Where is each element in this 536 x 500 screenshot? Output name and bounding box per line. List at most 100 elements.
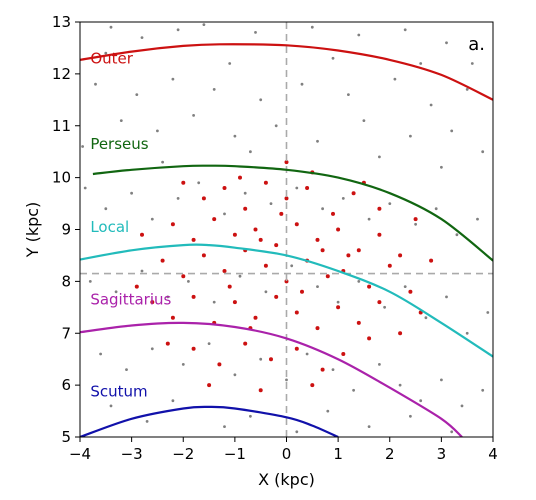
scatter-point <box>310 383 315 388</box>
scatter-point <box>253 227 258 232</box>
scatter-point <box>197 181 201 185</box>
scatter-point <box>377 206 382 211</box>
scatter-point <box>393 77 397 81</box>
scatter-point <box>295 186 299 190</box>
scatter-point <box>99 352 102 356</box>
scatter-point <box>450 129 454 133</box>
scatter-point <box>140 232 144 237</box>
scatter-point <box>279 211 284 216</box>
scatter-point <box>263 263 268 268</box>
scatter-point <box>294 222 299 227</box>
scatter-point <box>398 383 402 387</box>
scatter-point <box>165 341 170 346</box>
scatter-point <box>331 211 335 216</box>
scatter-point <box>321 207 324 211</box>
scatter-point <box>212 300 216 304</box>
scatter-point <box>243 206 248 211</box>
scatter-point <box>481 388 485 392</box>
scatter-point <box>351 191 356 196</box>
scatter-point <box>259 357 263 361</box>
scatter-point <box>222 269 227 273</box>
scatter-point <box>481 150 485 154</box>
scatter-point <box>367 217 371 221</box>
scatter-point <box>114 290 118 294</box>
x-tick-label: −1 <box>224 445 246 463</box>
arm-line-sagittarius <box>80 321 463 437</box>
scatter-point <box>263 180 268 185</box>
y-tick-label: 8 <box>61 272 71 290</box>
scatter-point <box>429 258 434 263</box>
scatter-point <box>352 388 355 392</box>
scatter-point <box>232 232 237 237</box>
scatter-point <box>367 425 371 428</box>
scatter-point <box>134 284 139 289</box>
scatter-point <box>269 202 273 206</box>
scatter-point <box>170 222 175 227</box>
scatter-point <box>300 82 304 86</box>
x-tick-label: −4 <box>69 445 91 463</box>
scatter-point <box>409 414 412 418</box>
scatter-point <box>331 368 335 371</box>
scatter-point <box>440 165 443 169</box>
scatter-point <box>320 248 325 253</box>
scatter-point <box>331 56 335 60</box>
scatter-point <box>264 290 268 294</box>
scatter-point <box>166 295 170 299</box>
scatter-point <box>315 326 320 331</box>
scatter-point <box>202 23 206 26</box>
scatter-point <box>156 129 159 133</box>
x-tick-label: −2 <box>172 445 194 463</box>
scatter-point <box>274 243 279 248</box>
scatter-point <box>419 62 423 65</box>
scatter-point <box>212 88 216 91</box>
scatter-point <box>476 217 479 221</box>
scatter-point <box>403 285 407 288</box>
scatter-point <box>362 119 366 122</box>
scatter-point <box>424 316 428 320</box>
scatter-series-gray <box>81 23 490 434</box>
scatter-point <box>176 197 180 200</box>
x-axis-label: X (kpc) <box>258 470 315 489</box>
scatter-point <box>316 285 319 288</box>
scatter-point <box>171 399 175 403</box>
scatter-point <box>465 88 469 91</box>
scatter-point <box>377 300 382 305</box>
scatter-point <box>238 274 242 278</box>
y-axis-ticks: 5 6 7 8 9 10 11 12 13 <box>52 13 80 446</box>
x-tick-label: 3 <box>437 445 447 463</box>
scatter-point <box>445 295 448 299</box>
scatter-point <box>300 289 304 294</box>
scatter-point <box>408 289 413 294</box>
scatter-point <box>305 186 310 190</box>
scatter-point <box>150 300 155 305</box>
scatter-point <box>243 191 247 195</box>
arm-line-scutum <box>80 405 339 437</box>
scatter-point <box>253 315 258 320</box>
scatter-point <box>222 186 227 190</box>
y-axis-label: Y (kpc) <box>23 202 42 259</box>
x-tick-label: 0 <box>282 445 292 463</box>
scatter-point <box>135 93 139 96</box>
arm-label-perseus: Perseus <box>90 135 148 153</box>
scatter-point <box>227 284 232 289</box>
y-tick-label: 9 <box>61 221 71 239</box>
scatter-point <box>228 62 232 65</box>
scatter-point <box>398 331 403 336</box>
arm-line-local <box>80 243 493 358</box>
scatter-point <box>336 300 340 304</box>
scatter-point <box>378 155 381 159</box>
scatter-point <box>465 331 469 335</box>
scatter-series-red <box>134 160 434 393</box>
scatter-point <box>249 150 252 154</box>
arm-label-local: Local <box>90 218 129 236</box>
scatter-point <box>88 280 92 283</box>
y-tick-label: 5 <box>61 428 71 446</box>
scatter-point <box>367 336 372 341</box>
scatter-point <box>254 31 257 34</box>
scatter-point <box>94 82 97 86</box>
panel-label: a. <box>468 34 485 55</box>
scatter-point <box>258 388 263 393</box>
y-tick-label: 7 <box>61 324 71 342</box>
scatter-point <box>356 248 361 253</box>
scatter-point <box>187 280 190 283</box>
